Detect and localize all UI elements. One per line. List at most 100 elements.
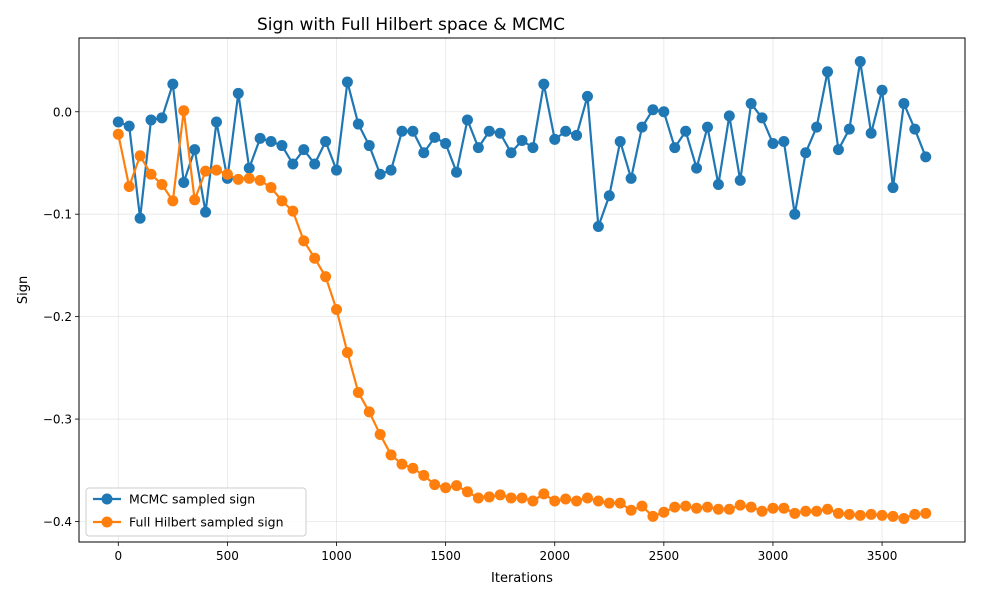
- x-tick-label: 3500: [867, 549, 898, 563]
- data-point-full-hilbert: [167, 195, 179, 207]
- data-point-mcmc: [287, 158, 299, 170]
- data-point-mcmc: [134, 212, 146, 224]
- data-point-full-hilbert: [800, 505, 812, 517]
- data-point-full-hilbert: [712, 503, 724, 515]
- data-point-mcmc: [352, 118, 364, 130]
- data-point-mcmc: [451, 166, 463, 178]
- data-point-full-hilbert: [898, 512, 910, 524]
- data-point-mcmc: [123, 120, 135, 132]
- data-point-full-hilbert: [789, 507, 801, 519]
- data-point-full-hilbert: [145, 168, 157, 180]
- data-point-full-hilbert: [385, 449, 397, 461]
- x-tick-label: 0: [114, 549, 122, 563]
- data-point-full-hilbert: [876, 509, 888, 521]
- data-point-full-hilbert: [472, 492, 484, 504]
- data-point-mcmc: [374, 168, 386, 180]
- legend-label-full-hilbert: Full Hilbert sampled sign: [129, 515, 284, 530]
- data-point-mcmc: [243, 162, 255, 174]
- data-point-mcmc: [811, 121, 823, 133]
- data-point-mcmc: [385, 164, 397, 176]
- data-point-full-hilbert: [232, 173, 244, 185]
- data-point-full-hilbert: [451, 480, 463, 492]
- data-point-mcmc: [320, 135, 332, 147]
- data-point-mcmc: [440, 138, 452, 150]
- data-point-mcmc: [429, 131, 441, 143]
- data-point-mcmc: [341, 76, 353, 88]
- data-point-mcmc: [887, 182, 899, 194]
- y-tick-label: −0.2: [43, 310, 72, 324]
- x-tick-label: 2500: [649, 549, 680, 563]
- y-tick-label: −0.1: [43, 208, 72, 222]
- data-point-mcmc: [920, 151, 932, 163]
- data-point-mcmc: [189, 144, 201, 156]
- data-point-mcmc: [778, 135, 790, 147]
- data-point-mcmc: [789, 208, 801, 220]
- data-point-full-hilbert: [320, 271, 332, 283]
- data-point-mcmc: [800, 147, 812, 159]
- data-point-mcmc: [505, 147, 517, 159]
- data-point-mcmc: [691, 162, 703, 174]
- y-tick-label: −0.3: [43, 413, 72, 427]
- x-tick-label: 1000: [321, 549, 352, 563]
- data-point-full-hilbert: [625, 504, 637, 516]
- x-axis: 0 500 1000 1500 2000 2500 3000 3500: [114, 542, 897, 563]
- data-point-full-hilbert: [811, 505, 823, 517]
- data-point-mcmc: [549, 133, 561, 145]
- data-point-mcmc: [625, 172, 637, 184]
- data-point-full-hilbert: [189, 194, 201, 206]
- data-point-mcmc: [167, 78, 179, 90]
- data-point-full-hilbert: [374, 428, 386, 440]
- data-point-full-hilbert: [723, 503, 735, 515]
- data-point-mcmc: [527, 142, 539, 154]
- data-point-mcmc: [494, 127, 506, 139]
- data-point-mcmc: [254, 132, 266, 144]
- data-point-full-hilbert: [331, 303, 343, 315]
- data-point-full-hilbert: [832, 507, 844, 519]
- data-point-full-hilbert: [647, 510, 659, 522]
- data-point-full-hilbert: [243, 172, 255, 184]
- data-point-full-hilbert: [178, 105, 190, 117]
- data-point-full-hilbert: [112, 128, 124, 140]
- data-point-full-hilbert: [887, 510, 899, 522]
- plot-frame: [78, 37, 966, 543]
- data-point-mcmc: [854, 56, 866, 68]
- data-point-full-hilbert: [658, 506, 670, 518]
- data-point-full-hilbert: [549, 495, 561, 507]
- data-point-full-hilbert: [767, 502, 779, 514]
- data-point-mcmc: [767, 138, 779, 150]
- data-point-mcmc: [516, 134, 528, 146]
- data-point-mcmc: [472, 142, 484, 154]
- data-point-full-hilbert: [614, 497, 626, 509]
- data-point-mcmc: [232, 87, 244, 99]
- data-point-full-hilbert: [527, 495, 539, 507]
- data-point-full-hilbert: [920, 507, 932, 519]
- legend-marker-mcmc: [101, 493, 113, 505]
- data-point-mcmc: [112, 116, 124, 128]
- data-point-full-hilbert: [494, 489, 506, 501]
- data-point-mcmc: [298, 144, 310, 156]
- data-point-full-hilbert: [701, 501, 713, 513]
- data-point-mcmc: [418, 147, 430, 159]
- data-point-mcmc: [309, 158, 321, 170]
- data-point-full-hilbert: [418, 469, 430, 481]
- y-tick-label: 0.0: [53, 105, 72, 119]
- data-point-full-hilbert: [200, 165, 212, 177]
- series-layer: [112, 56, 932, 524]
- data-point-full-hilbert: [505, 492, 517, 504]
- data-point-mcmc: [331, 164, 343, 176]
- legend: MCMC sampled sign Full Hilbert sampled s…: [85, 487, 307, 537]
- data-point-full-hilbert: [560, 493, 572, 505]
- y-axis: −0.4 −0.3 −0.2 −0.1 0.0: [43, 105, 79, 529]
- legend-box: [85, 487, 307, 537]
- data-point-mcmc: [745, 98, 757, 110]
- data-point-mcmc: [210, 116, 222, 128]
- data-point-full-hilbert: [287, 205, 299, 217]
- data-point-mcmc: [669, 142, 681, 154]
- data-point-full-hilbert: [407, 462, 419, 474]
- data-point-full-hilbert: [221, 168, 233, 180]
- data-point-mcmc: [734, 174, 746, 186]
- data-point-full-hilbert: [352, 386, 364, 398]
- data-point-mcmc: [363, 140, 375, 152]
- data-point-mcmc: [265, 135, 277, 147]
- x-axis-label: Iterations: [491, 571, 553, 586]
